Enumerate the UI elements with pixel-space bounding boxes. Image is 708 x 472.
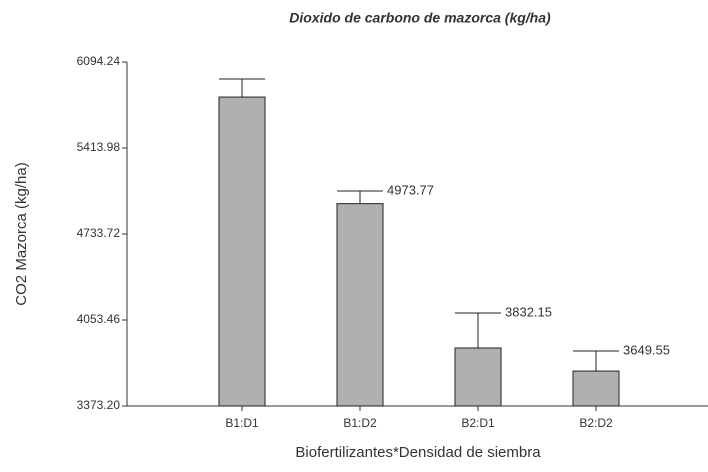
x-tick-label: B2:D1 — [461, 416, 495, 430]
chart-title: Dioxido de carbono de mazorca (kg/ha) — [289, 10, 551, 26]
x-tick-label: B1:D2 — [343, 416, 377, 430]
value-label: 3832.15 — [505, 304, 552, 319]
y-tick-label: 4053.46 — [77, 312, 121, 326]
x-axis-title: Biofertilizantes*Densidad de siembra — [295, 444, 541, 461]
value-label: 3649.55 — [623, 342, 670, 357]
x-tick-label: B2:D2 — [579, 416, 613, 430]
bar — [572, 370, 620, 407]
y-axis-title: CO2 Mazorca (kg/ha) — [13, 162, 30, 305]
value-label: 4973.77 — [387, 182, 434, 197]
y-tick-label: 6094.24 — [77, 54, 121, 68]
x-tick-label: B1:D1 — [225, 416, 259, 430]
y-tick-label: 4733.72 — [77, 226, 121, 240]
y-tick-label: 5413.98 — [77, 140, 121, 154]
bar — [218, 96, 266, 407]
bar — [336, 203, 384, 407]
bar — [454, 347, 502, 407]
y-tick-label: 3373.20 — [77, 398, 121, 412]
